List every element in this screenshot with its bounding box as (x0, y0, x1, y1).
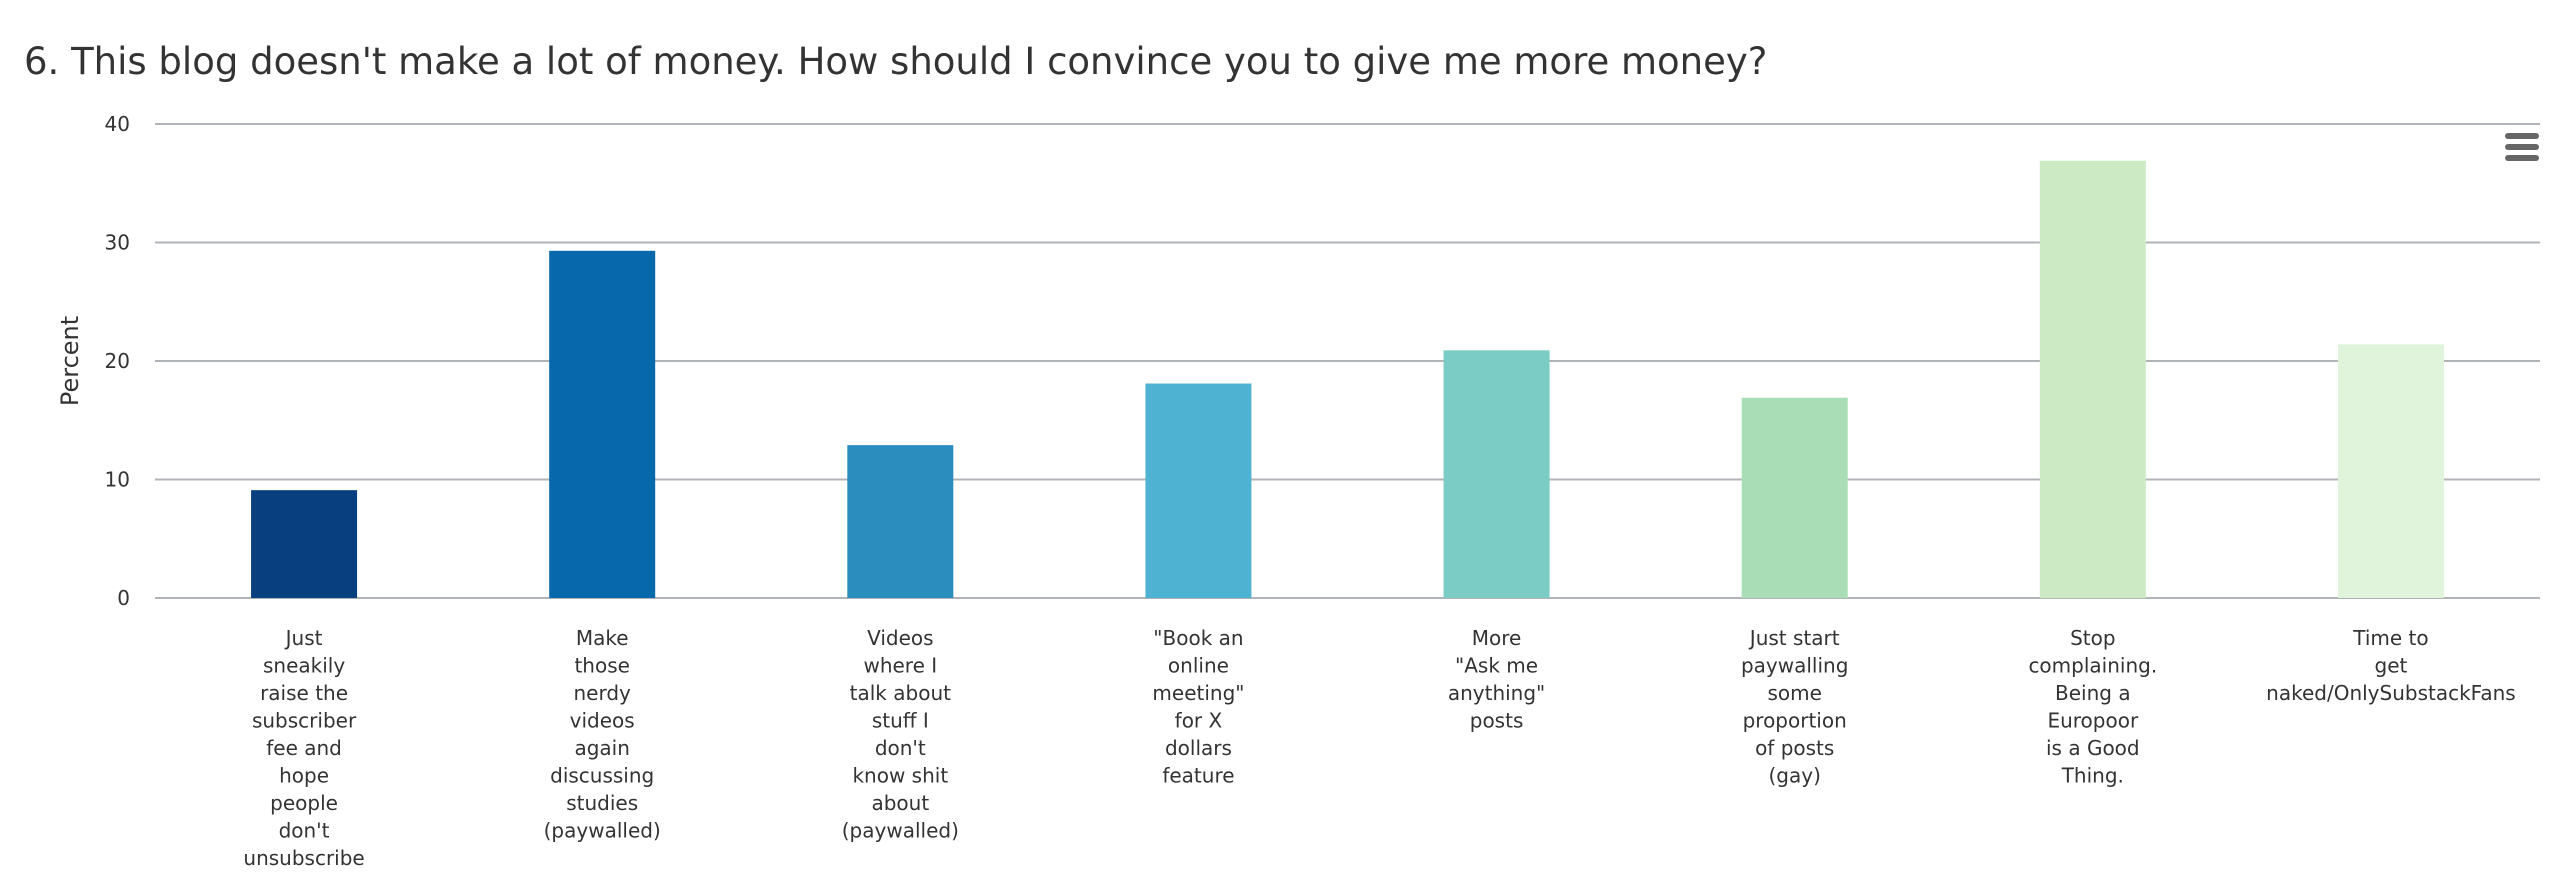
y-tick-label: 30 (105, 231, 130, 255)
x-tick-label-line: Just (284, 626, 323, 650)
hamburger-menu-icon[interactable] (2505, 133, 2539, 161)
x-tick-label-line: More (1472, 626, 1522, 650)
x-tick-label-line: discussing (550, 764, 654, 788)
x-tick-label: Videos where I talk about stuff I don't know … (842, 626, 959, 843)
x-tick-label-line: about (871, 791, 929, 815)
x-tick-label-line: complaining. (2028, 654, 2157, 678)
bar (847, 445, 954, 598)
x-tick-label-line: posts (1470, 709, 1524, 733)
y-tick-label: 0 (117, 586, 130, 610)
x-tick-label-line: dollars (1165, 736, 1232, 760)
x-tick-label: More "Ask me anything" posts (1448, 626, 1545, 733)
x-tick-label-line: some (1767, 681, 1821, 705)
x-tick-label-line: nerdy (573, 681, 631, 705)
bar (251, 490, 358, 598)
x-tick-label-line: Europoor (2047, 709, 2139, 733)
x-tick-label-line: subscriber (252, 709, 357, 733)
bar (2337, 344, 2444, 598)
x-tick-label-line: unsubscribe (243, 846, 364, 870)
x-tick-label-line: feature (1162, 764, 1234, 788)
x-tick-label-line: stuff I (872, 709, 929, 733)
y-axis-title: Percent (56, 316, 84, 406)
x-tick-label-line: (paywalled) (842, 819, 959, 843)
x-tick-label-line: anything" (1448, 681, 1545, 705)
x-tick-label-line: raise the (260, 681, 348, 705)
x-tick-label-line: know shit (852, 764, 948, 788)
x-tick-label: "Book an online meeting" for X dollars featur… (1152, 626, 1244, 788)
x-tick-label-line: sneakily (263, 654, 345, 678)
x-tick-label-line: of posts (1755, 736, 1834, 760)
x-tick-label-line: talk about (850, 681, 951, 705)
x-tick-label-line: Videos (867, 626, 933, 650)
x-tick-label-line: where I (863, 654, 937, 678)
x-tick-label: Time to get naked/OnlySubstackFans (2266, 626, 2516, 705)
x-tick-label-line: get (2375, 654, 2408, 678)
x-tick-label-line: people (270, 791, 338, 815)
x-tick-label-line: naked/OnlySubstackFans (2266, 681, 2516, 705)
x-tick-label-line: studies (566, 791, 638, 815)
x-tick-label-line: hope (279, 764, 329, 788)
x-tick-label-line: videos (570, 709, 635, 733)
x-tick-label-line: Just start (1748, 626, 1840, 650)
x-tick-label-line: (paywalled) (544, 819, 661, 843)
bar (1741, 397, 1848, 598)
x-tick-label-line: Time to (2352, 626, 2428, 650)
x-tick-label-line: Thing. (2061, 764, 2124, 788)
y-tick-label: 20 (105, 349, 130, 373)
bar (1145, 383, 1252, 598)
x-tick-label-line: proportion (1743, 709, 1847, 733)
x-tick-label-line: don't (875, 736, 926, 760)
bar (549, 250, 656, 599)
x-tick-label: Stop complaining. Being a Europoor is a Good… (2028, 626, 2157, 788)
x-tick-label-line: for X (1175, 709, 1223, 733)
x-tick-label-line: Make (576, 626, 629, 650)
x-tick-label-line: "Ask me (1455, 654, 1538, 678)
x-tick-label-line: fee and (266, 736, 342, 760)
y-tick-label: 40 (105, 112, 130, 136)
x-tick-label-line: (gay) (1768, 764, 1820, 788)
bar (1443, 350, 1550, 598)
x-tick-label-line: is a Good (2046, 736, 2140, 760)
x-tick-label-line: Stop (2070, 626, 2115, 650)
x-tick-label-line: paywalling (1741, 654, 1848, 678)
x-tick-label: Just start paywalling some proportion of pos… (1741, 626, 1848, 788)
chart-title: 6. This blog doesn't make a lot of money… (24, 40, 1768, 83)
x-tick-label-line: meeting" (1152, 681, 1244, 705)
x-tick-label-line: Being a (2055, 681, 2131, 705)
x-tick-label-line: online (1168, 654, 1229, 678)
x-tick-label-line: again (574, 736, 629, 760)
y-tick-label: 10 (105, 468, 130, 492)
bar (2039, 160, 2146, 599)
x-tick-label: Just sneakily raise the subscriber fee and ho… (243, 626, 364, 870)
x-tick-label-line: those (574, 654, 629, 678)
x-tick-label: Make those nerdy videos again discussing studi… (544, 626, 661, 843)
x-tick-label-line: "Book an (1153, 626, 1243, 650)
x-tick-label-line: don't (279, 819, 330, 843)
